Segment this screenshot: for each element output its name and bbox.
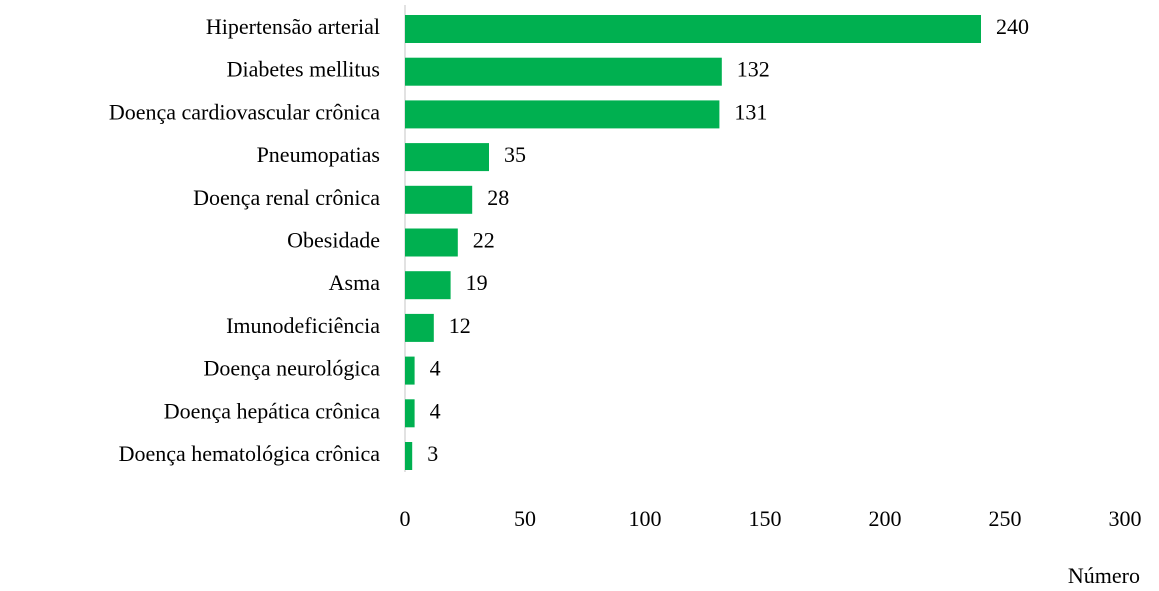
value-label: 3 (427, 441, 438, 466)
bar (405, 57, 722, 86)
x-axis-label: Número (1068, 563, 1140, 588)
value-label: 22 (473, 228, 495, 253)
x-tick-label: 250 (989, 506, 1022, 531)
x-tick-label: 150 (749, 506, 782, 531)
x-tick-label: 0 (400, 506, 411, 531)
category-label: Doença cardiovascular crônica (109, 99, 380, 124)
value-label: 132 (737, 57, 770, 82)
value-label: 19 (466, 270, 488, 295)
value-label: 131 (734, 99, 767, 124)
bar (405, 271, 451, 300)
x-tick-label: 100 (629, 506, 662, 531)
bar (405, 15, 981, 43)
category-label: Pneumopatias (257, 142, 380, 167)
value-label: 12 (449, 313, 471, 338)
x-tick-label: 300 (1109, 506, 1142, 531)
bar (405, 399, 415, 428)
x-tick-label: 200 (869, 506, 902, 531)
category-label: Diabetes mellitus (227, 57, 380, 82)
category-label: Imunodeficiência (226, 313, 380, 338)
x-tick-label: 50 (514, 506, 536, 531)
category-label: Doença hematológica crônica (119, 441, 381, 466)
bar (405, 228, 458, 257)
value-label: 28 (487, 185, 509, 210)
value-label: 4 (430, 356, 441, 381)
category-label: Obesidade (287, 228, 380, 253)
category-label: Doença renal crônica (193, 185, 380, 210)
category-label: Hipertensão arterial (206, 14, 380, 39)
bar (405, 356, 415, 385)
category-label: Doença neurológica (203, 356, 380, 381)
value-label: 4 (430, 398, 441, 423)
bar (405, 185, 473, 214)
bar (405, 143, 489, 172)
value-label: 35 (504, 142, 526, 167)
category-label: Doença hepática crônica (164, 398, 380, 423)
bar (405, 100, 720, 129)
bar (405, 442, 413, 470)
category-label: Asma (329, 270, 381, 295)
bar (405, 313, 434, 342)
value-label: 240 (996, 14, 1029, 39)
